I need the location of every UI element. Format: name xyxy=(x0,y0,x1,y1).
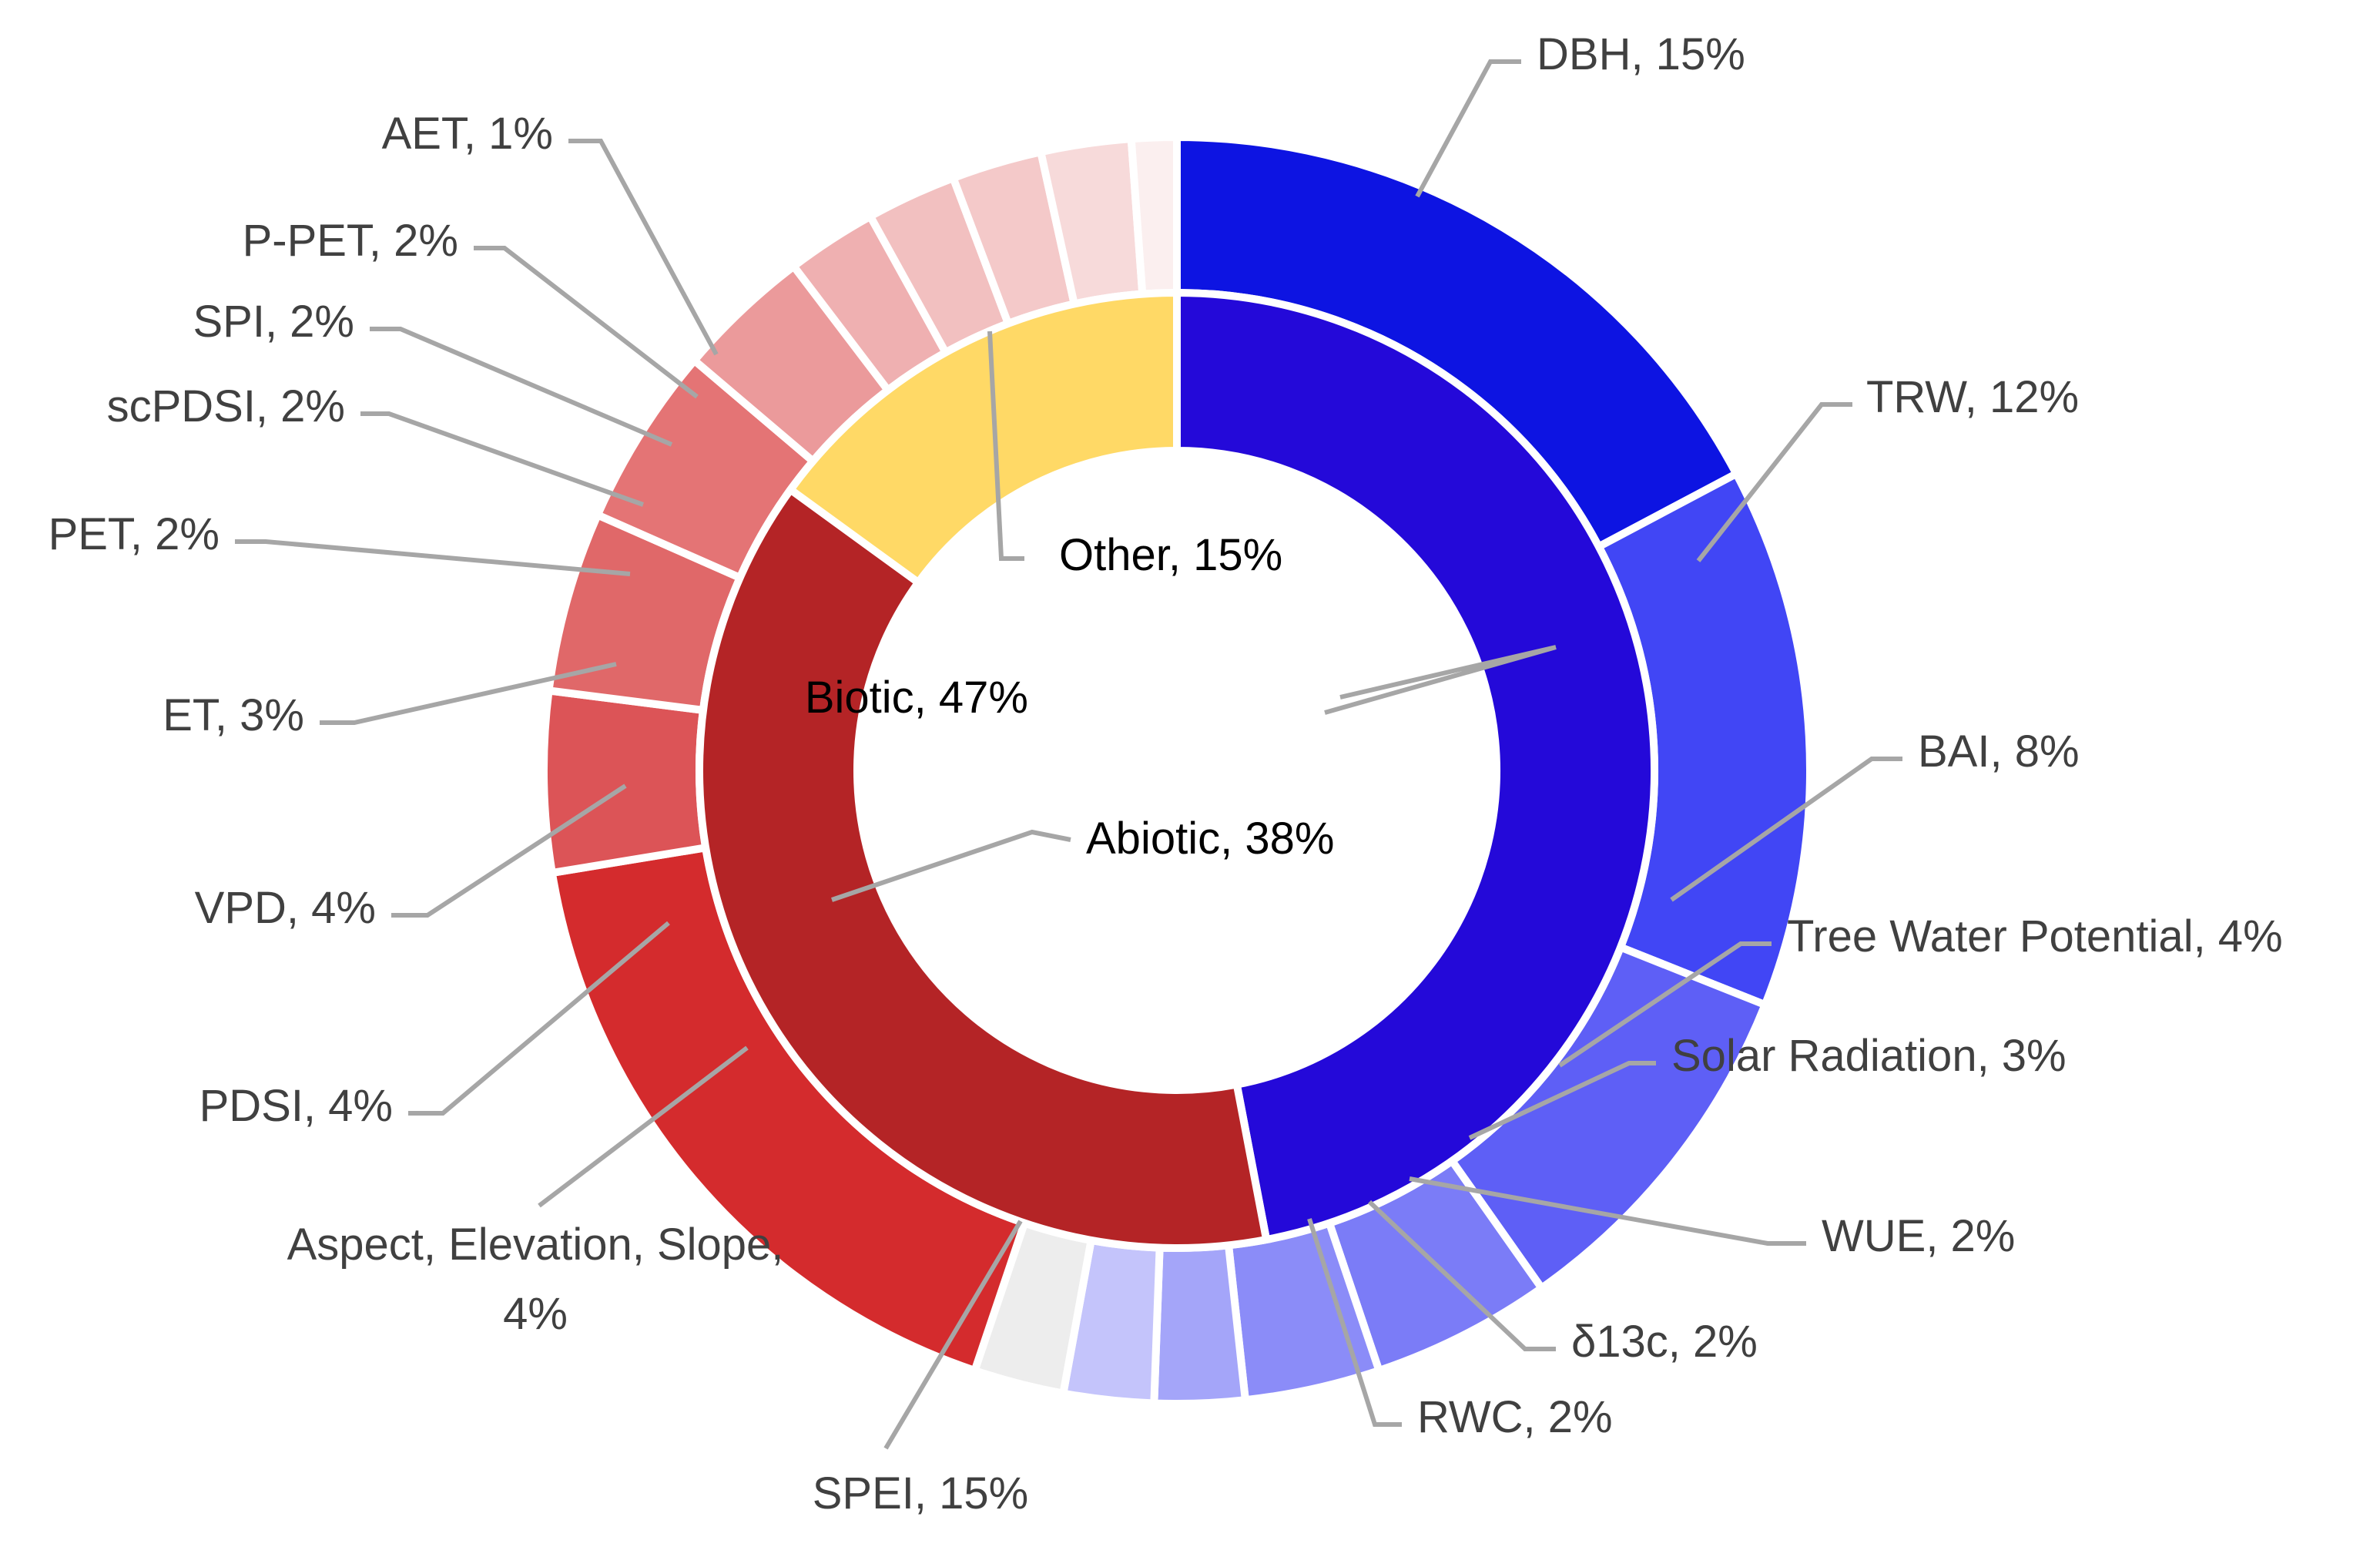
data-labels: DBH, 15% TRW, 12% BAI, 8% Tree Water Potent… xyxy=(49,29,2283,1518)
leader-line-pdsi xyxy=(408,921,670,1116)
data-label-scpdsi: scPDSI, 2% xyxy=(107,381,345,431)
leader-line-bai xyxy=(1670,757,1902,902)
leader-line-abiotic xyxy=(831,829,1071,902)
inner-segment-biotic[interactable] xyxy=(1173,288,1658,1244)
leader-line-dbh xyxy=(1415,59,1521,198)
leader-line-other xyxy=(987,331,1024,561)
inner-segment-abiotic[interactable] xyxy=(695,484,1272,1252)
leader-line-rwc xyxy=(1307,1218,1402,1427)
leader-line-trw xyxy=(1696,402,1852,562)
leader-lines xyxy=(235,59,1902,1450)
leader-line-vpd xyxy=(391,784,627,918)
leader-line-tree-water-potential xyxy=(1558,941,1772,1068)
data-label-dbh: DBH, 15% xyxy=(1537,29,1745,79)
leader-line-solar-radiation xyxy=(1468,1061,1656,1140)
leader-line-biotic xyxy=(1324,645,1557,715)
leader-line-et xyxy=(320,662,617,725)
leader-line-aspect-elevation-slope xyxy=(538,1045,749,1208)
outer-segment-aet[interactable] xyxy=(1127,133,1181,298)
data-label-line: Aspect, Elevation, Slope, xyxy=(287,1220,784,1270)
data-label-13c: δ13c, 2% xyxy=(1571,1317,1758,1367)
data-label-wue: WUE, 2% xyxy=(1822,1211,2015,1261)
data-label-et: ET, 3% xyxy=(163,690,304,740)
data-label-biotic: Biotic, 47% xyxy=(805,673,1028,723)
data-label-rwc: RWC, 2% xyxy=(1417,1392,1613,1442)
data-label-aet: AET, 1% xyxy=(382,109,553,159)
data-label-pet: PET, 2% xyxy=(49,509,220,559)
outer-segment-wue[interactable] xyxy=(1150,1240,1250,1408)
leader-line-13c xyxy=(1367,1200,1556,1351)
leader-line-pet xyxy=(235,539,631,576)
data-label-abiotic: Abiotic, 38% xyxy=(1086,814,1334,864)
data-label-p-pet: P-PET, 2% xyxy=(243,216,458,266)
data-label-trw: TRW, 12% xyxy=(1866,372,2079,422)
data-label-pdsi: PDSI, 4% xyxy=(199,1081,393,1131)
leader-line-scpdsi xyxy=(360,411,645,507)
leader-line-wue xyxy=(1409,1176,1806,1246)
inner-segment-other[interactable] xyxy=(785,288,1181,589)
data-label-bai: BAI, 8% xyxy=(1918,726,2080,777)
data-label-solar-radiation: Solar Radiation, 3% xyxy=(1671,1031,2067,1081)
outer-segment-aspect-elevation-slope[interactable] xyxy=(540,686,710,877)
data-label-aspect-elevation-slope: Aspect, Elevation, Slope, 4% xyxy=(287,1220,784,1339)
data-label-spi: SPI, 2% xyxy=(193,297,354,347)
leader-line-spi xyxy=(370,327,673,447)
leader-line-aet xyxy=(568,139,719,356)
data-label-line: 4% xyxy=(503,1289,568,1339)
data-label-vpd: VPD, 4% xyxy=(195,883,376,933)
leader-line-spei xyxy=(883,1220,1023,1450)
data-label-other: Other, 15% xyxy=(1059,530,1282,580)
inner-ring xyxy=(695,288,1658,1252)
data-label-spei: SPEI, 15% xyxy=(813,1468,1028,1518)
leader-line-p-pet xyxy=(474,246,699,399)
data-label-tree-water-potential: Tree Water Potential, 4% xyxy=(1787,911,2283,961)
